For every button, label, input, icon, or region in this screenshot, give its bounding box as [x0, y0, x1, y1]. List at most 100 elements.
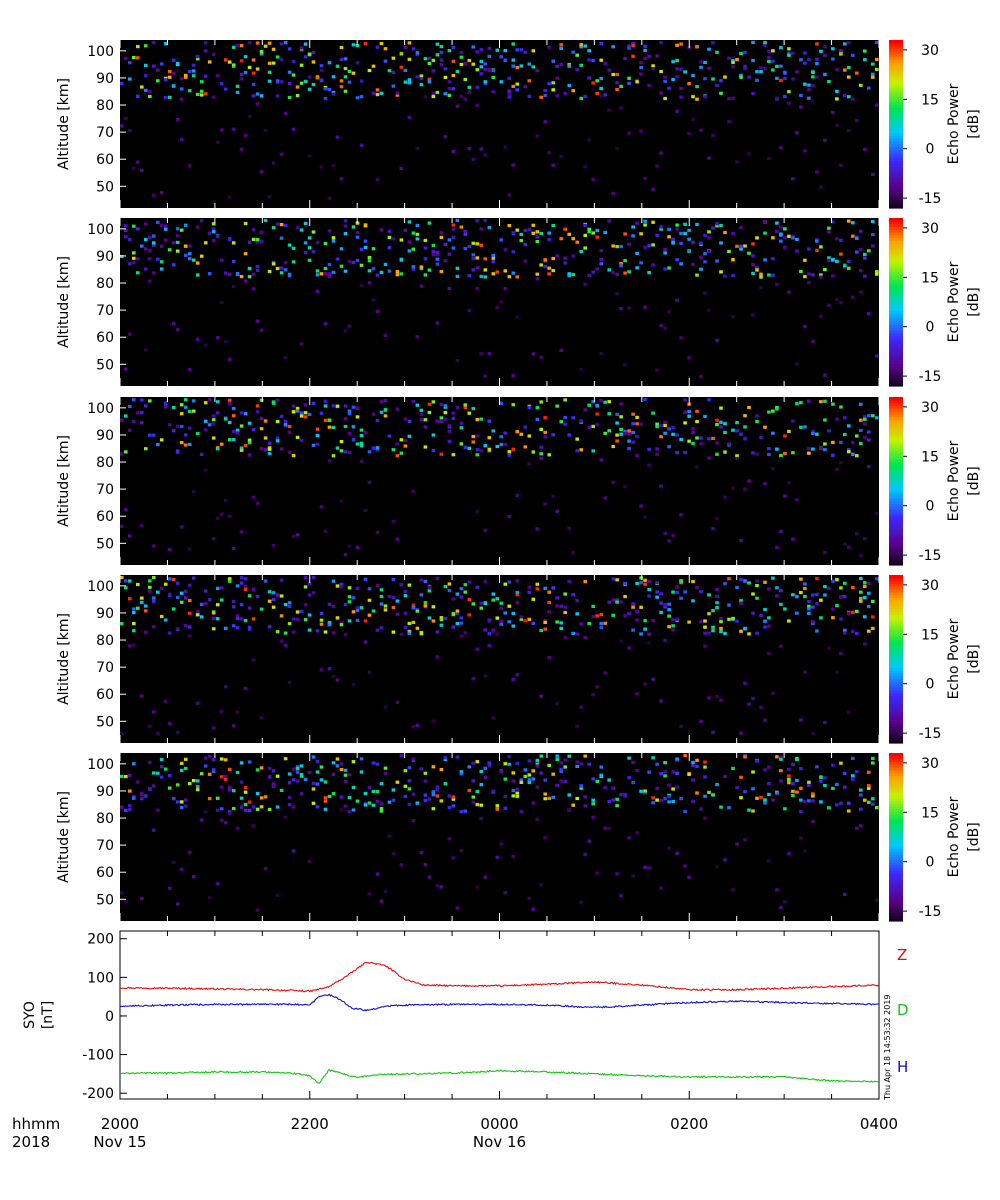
heatmap-cell [495, 632, 500, 636]
heatmap-cell [331, 270, 336, 274]
colorbar-segment [889, 551, 903, 555]
heatmap-cell [303, 403, 308, 407]
heatmap-cell [767, 587, 771, 591]
heatmap-cell [423, 57, 428, 61]
heatmap-cell [475, 68, 480, 72]
heatmap-cell [299, 81, 304, 85]
heatmap-cell [627, 646, 631, 650]
heatmap-cell [675, 227, 679, 231]
heatmap-cell [627, 306, 631, 310]
heatmap-cell [547, 655, 551, 660]
heatmap-cell [419, 412, 424, 416]
heatmap-cell [351, 43, 356, 47]
heatmap-cell [627, 611, 631, 615]
heatmap-cell [715, 259, 719, 263]
heatmap-cell [627, 44, 631, 48]
heatmap-cell [255, 792, 260, 796]
heatmap-cell [655, 368, 659, 372]
heatmap-cell [823, 593, 827, 597]
heatmap-cell [759, 286, 763, 290]
heatmap-cell [419, 850, 424, 854]
heatmap-cell [435, 250, 440, 255]
heatmap-cell [431, 253, 436, 257]
heatmap-cell [795, 362, 799, 366]
heatmap-cell [303, 79, 308, 83]
heatmap-cell [295, 767, 300, 771]
heatmap-cell [775, 221, 779, 225]
heatmap-cell [583, 94, 587, 99]
heatmap-cell [471, 241, 476, 245]
heatmap-cell [263, 448, 268, 452]
colorbar-segment [889, 603, 903, 607]
heatmap-cell [675, 298, 679, 302]
heatmap-cell [567, 274, 571, 278]
heatmap-cell [247, 625, 252, 629]
heatmap-cell [663, 638, 667, 642]
heatmap-cell [607, 400, 611, 404]
heatmap-cell [575, 632, 579, 636]
heatmap-cell [807, 399, 811, 403]
heatmap-cell [455, 609, 460, 613]
heatmap-cell [403, 80, 408, 84]
colorbar-segment [889, 701, 903, 705]
heatmap-cell [727, 249, 731, 253]
heatmap-cell [120, 774, 124, 778]
heatmap-cell [463, 247, 468, 251]
heatmap-cell [395, 599, 400, 603]
colorbar-segment [889, 729, 903, 733]
heatmap-cell [499, 842, 504, 846]
heatmap-cell [527, 405, 532, 409]
heatmap-cell [507, 76, 512, 80]
heatmap-cell [731, 766, 735, 770]
heatmap-cell [183, 75, 188, 79]
heatmap-cell [128, 644, 132, 648]
heatmap-cell [279, 414, 284, 418]
heatmap-cell [447, 424, 452, 428]
heatmap-cell [771, 273, 775, 277]
heatmap-cell [859, 269, 863, 273]
y-tick-label: 50 [96, 892, 114, 908]
heatmap-cell [611, 444, 615, 449]
heatmap-cell [343, 424, 348, 429]
heatmap-cell [427, 221, 432, 225]
heatmap-cell [847, 259, 851, 264]
heatmap-cell [120, 452, 124, 456]
heatmap-cell [551, 772, 555, 776]
heatmap-cell [659, 610, 663, 614]
heatmap-cell [175, 449, 180, 453]
heatmap-cell [195, 701, 200, 705]
heatmap-cell [303, 585, 308, 589]
colorbar-segment [889, 912, 903, 916]
colorbar-segment [889, 783, 903, 788]
heatmap-cell [183, 589, 188, 593]
heatmap-cell [523, 619, 528, 623]
heatmap-cell [691, 240, 695, 245]
heatmap-cell [259, 50, 264, 54]
heatmap-cell [247, 275, 252, 279]
colorbar-unit: [dB] [966, 466, 982, 495]
heatmap-cell [140, 421, 144, 425]
heatmap-cell [491, 429, 496, 433]
heatmap-cell [831, 57, 835, 61]
heatmap-cell [539, 231, 543, 236]
heatmap-cell [339, 247, 344, 251]
y-tick-label: 100 [87, 579, 114, 595]
heatmap-cell [279, 152, 284, 156]
heatmap-cell [255, 319, 260, 323]
heatmap-cell [451, 45, 456, 50]
heatmap-cell [339, 85, 344, 89]
colorbar-segment [889, 715, 903, 719]
heatmap-cell [519, 615, 524, 619]
heatmap-cell [859, 554, 863, 558]
heatmap-cell [703, 77, 707, 81]
heatmap-cell [351, 438, 356, 442]
colorbar-segment [889, 433, 903, 437]
heatmap-cell [571, 50, 575, 54]
heatmap-cell [619, 600, 623, 604]
colorbar-segment [889, 441, 903, 446]
heatmap-cell [511, 779, 516, 783]
heatmap-cell [267, 625, 272, 629]
heatmap-cell [575, 612, 579, 616]
heatmap-cell [391, 519, 396, 524]
